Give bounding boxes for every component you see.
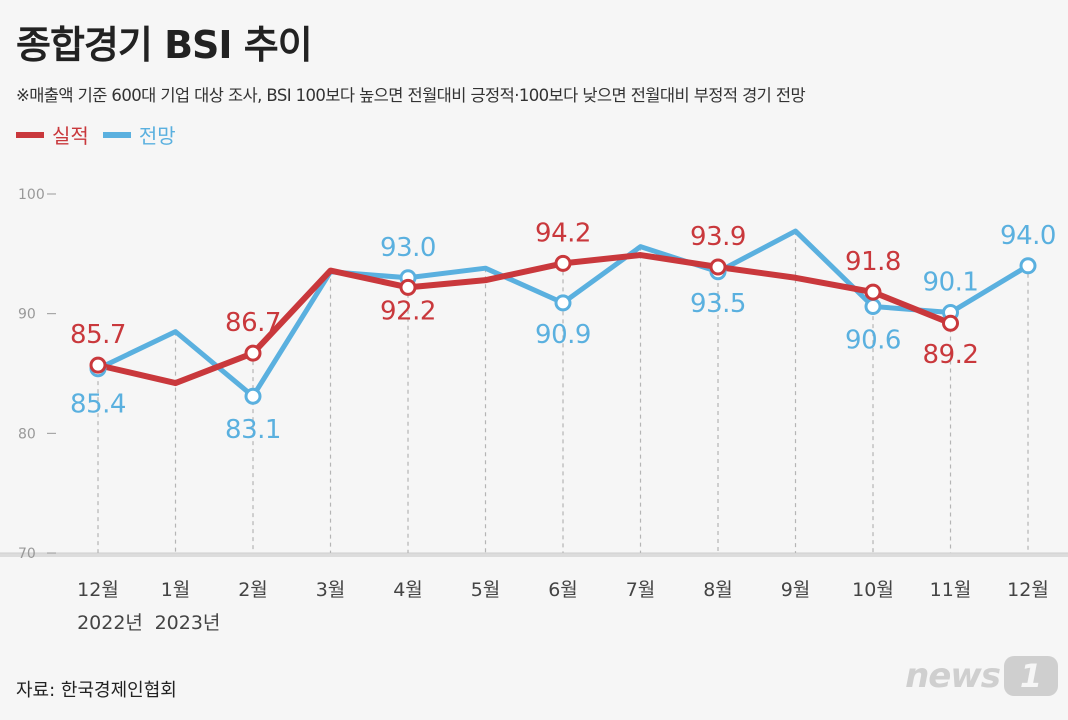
legend-item-forecast: 전망: [102, 120, 176, 149]
x-tick-label-3: 3월: [316, 579, 346, 601]
marker-actual-11: [942, 314, 959, 332]
news1-logo: news 1: [905, 656, 1058, 696]
x-tick-label-4: 4월: [393, 579, 423, 601]
x-tick-label-1: 1월: [161, 579, 191, 601]
data-label-actual-6: 94.2: [535, 218, 591, 248]
chart-subtitle: ※매출액 기준 600대 기업 대상 조사, BSI 100보다 높으면 전월대…: [16, 86, 806, 105]
legend-swatch-actual: [16, 131, 44, 138]
marker-actual-6: [554, 254, 572, 272]
marker-actual-0: [89, 356, 107, 374]
marker-forecast-10: [864, 297, 882, 315]
x-tick-label-5: 5월: [471, 579, 501, 601]
x-tick-label-7: 7월: [626, 579, 656, 601]
legend-label-actual: 실적: [52, 124, 89, 148]
x-tick-label-10: 10월: [852, 579, 894, 601]
x-axis-band: [0, 553, 1068, 557]
x-year-label-0: 2022년: [77, 612, 143, 634]
x-tick-label-0: 12월: [77, 579, 119, 601]
y-tick-label-100: 100: [18, 187, 45, 203]
x-tick-label-12: 12월: [1007, 579, 1049, 601]
data-label-actual-2: 86.7: [225, 308, 281, 338]
y-tick-label-70: 70: [18, 546, 36, 562]
x-tick-label-11: 11월: [930, 579, 972, 601]
marker-forecast-2: [244, 387, 262, 405]
marker-forecast-12: [1019, 257, 1037, 275]
data-label-actual-4: 92.2: [380, 296, 436, 326]
data-label-actual-8: 93.9: [690, 222, 746, 252]
data-label-forecast-4: 93.0: [380, 233, 436, 263]
series-line-actual: [95, 252, 954, 387]
logo-badge: 1: [1004, 656, 1058, 696]
data-label-actual-0: 85.7: [70, 320, 126, 350]
data-label-forecast-10: 90.6: [845, 325, 901, 355]
marker-actual-2: [244, 344, 262, 362]
legend-swatch-forecast: [102, 131, 131, 138]
x-tick-label-8: 8월: [703, 579, 733, 601]
data-label-forecast-12: 94.0: [1000, 221, 1056, 251]
data-label-forecast-6: 90.9: [535, 320, 591, 350]
legend-item-actual: 실적: [16, 120, 89, 149]
x-tick-label-9: 9월: [781, 579, 811, 601]
marker-forecast-6: [554, 294, 572, 312]
marker-actual-10: [864, 283, 882, 301]
data-label-actual-10: 91.8: [845, 247, 901, 277]
legend: 실적 전망: [16, 120, 190, 149]
data-label-forecast-11: 90.1: [923, 267, 979, 297]
y-tick-label-90: 90: [18, 307, 36, 323]
source-note: 자료: 한국경제인협회: [16, 680, 177, 701]
marker-actual-4: [399, 278, 417, 296]
data-label-forecast-0: 85.4: [70, 390, 126, 420]
y-tick-label-80: 80: [18, 426, 36, 442]
marker-actual-8: [709, 258, 727, 276]
x-tick-label-6: 6월: [548, 579, 578, 601]
logo-text: news: [905, 656, 1001, 696]
data-label-actual-11: 89.2: [923, 340, 979, 370]
data-label-forecast-2: 83.1: [225, 415, 281, 445]
legend-label-forecast: 전망: [138, 124, 176, 148]
data-label-forecast-8: 93.5: [690, 289, 746, 319]
x-year-label-1: 2023년: [155, 612, 221, 634]
chart-title: 종합경기 BSI 추이: [16, 23, 313, 67]
x-tick-label-2: 2월: [238, 579, 268, 601]
